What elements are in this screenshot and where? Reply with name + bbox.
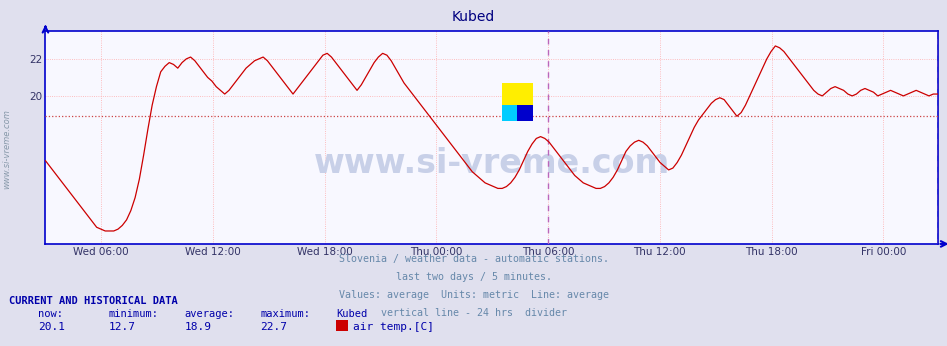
Bar bbox=[502, 105, 517, 121]
Text: 22.7: 22.7 bbox=[260, 322, 288, 333]
Text: www.si-vreme.com: www.si-vreme.com bbox=[313, 147, 670, 180]
Text: Slovenia / weather data - automatic stations.: Slovenia / weather data - automatic stat… bbox=[338, 254, 609, 264]
Text: 18.9: 18.9 bbox=[185, 322, 212, 333]
Text: maximum:: maximum: bbox=[260, 309, 311, 319]
Text: average:: average: bbox=[185, 309, 235, 319]
Text: 12.7: 12.7 bbox=[109, 322, 136, 333]
Text: 20.1: 20.1 bbox=[38, 322, 65, 333]
Text: last two days / 5 minutes.: last two days / 5 minutes. bbox=[396, 272, 551, 282]
Text: Values: average  Units: metric  Line: average: Values: average Units: metric Line: aver… bbox=[338, 290, 609, 300]
Text: Kubed: Kubed bbox=[336, 309, 367, 319]
Text: now:: now: bbox=[38, 309, 63, 319]
Text: CURRENT AND HISTORICAL DATA: CURRENT AND HISTORICAL DATA bbox=[9, 296, 178, 306]
Text: Kubed: Kubed bbox=[452, 10, 495, 24]
Text: minimum:: minimum: bbox=[109, 309, 159, 319]
Bar bbox=[502, 83, 532, 105]
Text: www.si-vreme.com: www.si-vreme.com bbox=[2, 109, 11, 189]
Bar bbox=[517, 105, 532, 121]
Text: vertical line - 24 hrs  divider: vertical line - 24 hrs divider bbox=[381, 308, 566, 318]
Text: air temp.[C]: air temp.[C] bbox=[353, 322, 435, 333]
